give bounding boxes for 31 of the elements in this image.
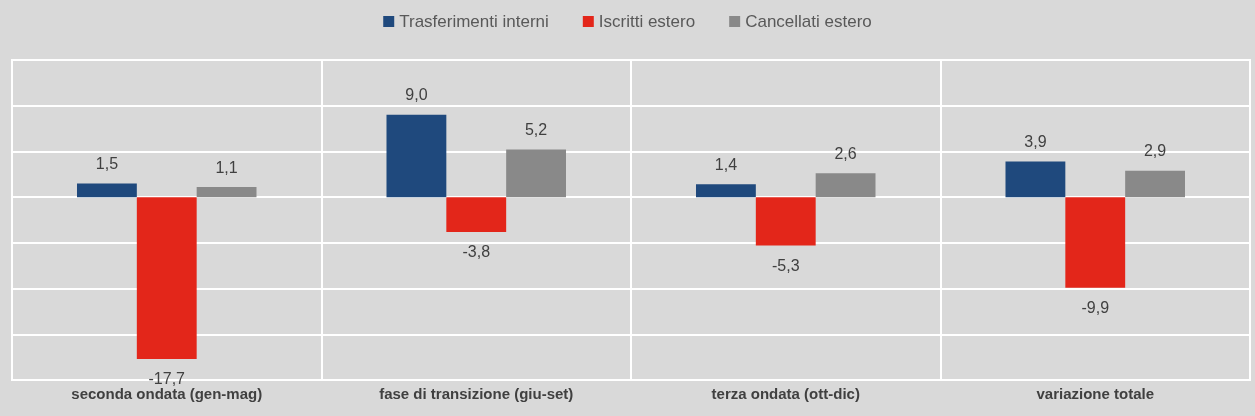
data-label: -9,9 [1081,299,1110,317]
bar [1125,170,1186,198]
bar [386,114,447,198]
x-tick-label: fase di transizione (giu-set) [379,385,574,402]
data-label: 1,1 [215,158,238,176]
data-label: 2,9 [1143,142,1167,160]
data-label: 1,5 [95,154,119,172]
data-label: -17,7 [148,370,186,388]
legend-label: Cancellati estero [745,12,872,31]
bar [1005,161,1066,198]
bar [77,183,137,198]
data-label: 5,2 [524,121,548,139]
data-label: -5,3 [771,257,800,275]
data-label: 2,6 [834,144,857,162]
bar [446,197,507,232]
data-label: 3,9 [1024,132,1047,150]
bar [1065,197,1126,288]
bar [136,197,197,359]
bar [815,173,876,198]
legend-label: Iscritti estero [598,12,696,31]
bar [755,197,816,246]
legend-label: Trasferimenti interni [399,12,549,31]
bar [696,184,756,198]
x-tick-label: variazione totale [1036,385,1155,402]
bar [506,149,567,198]
bar [196,187,257,198]
data-label: -3,8 [462,243,491,261]
data-label: 1,4 [714,155,738,173]
x-tick-label: terza ondata (ott-dic) [711,385,860,402]
x-tick-label: seconda ondata (gen-mag) [71,385,263,402]
data-label: 9,0 [405,86,428,104]
